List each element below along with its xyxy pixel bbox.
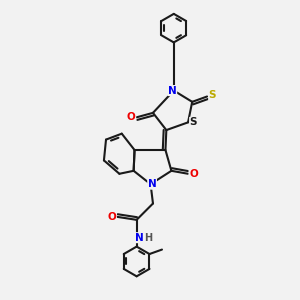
Text: O: O: [108, 212, 116, 222]
Text: H: H: [144, 233, 152, 243]
Text: O: O: [189, 169, 198, 179]
Text: O: O: [127, 112, 136, 122]
Text: N: N: [168, 85, 177, 96]
Text: S: S: [190, 117, 197, 128]
Text: N: N: [148, 179, 157, 189]
Text: N: N: [135, 233, 144, 243]
Text: S: S: [209, 90, 216, 100]
